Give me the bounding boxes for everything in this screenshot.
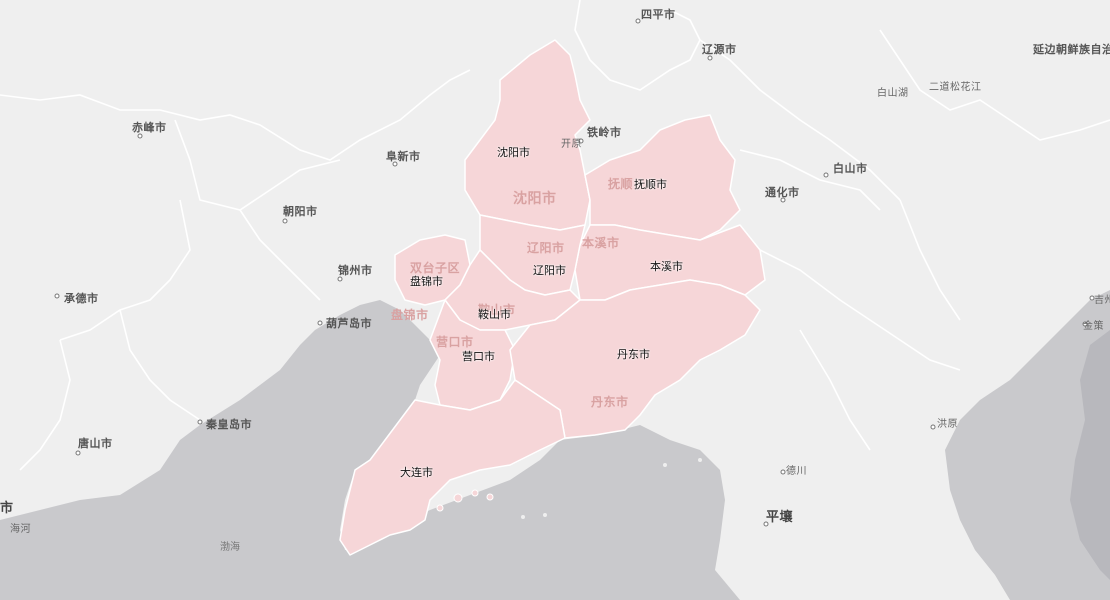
region-dalian (339, 379, 566, 556)
label-jinzhou: 锦州市 (338, 264, 373, 277)
region-label-liaoyang[interactable]: 辽阳市 (533, 264, 566, 277)
islands (436, 489, 494, 512)
region-label-panjin[interactable]: 盘锦市 (410, 275, 443, 288)
label-kaiyuan: 开原 (561, 139, 582, 150)
label-huludao: 葫芦岛市 (326, 317, 372, 330)
base-dots (54, 18, 1095, 527)
region-label-anshan[interactable]: 鞍山市 (478, 308, 511, 321)
region-yingkou (429, 299, 516, 411)
faded-label-yingkou: 营口市 (436, 335, 474, 349)
faded-label-shenyang: 沈阳市 (513, 191, 557, 207)
label-pyongyang: 平壤 (766, 510, 794, 525)
region-shenyang (464, 39, 591, 231)
label-tieling: 铁岭市 (587, 126, 622, 139)
sea-east-deep (1070, 330, 1110, 580)
label-fuxin: 阜新市 (386, 150, 421, 163)
liaoning-regions (339, 39, 766, 556)
faded-label-shuangtaizi: 双台子区 (410, 261, 461, 275)
admin-boundaries (0, 0, 1110, 471)
label-chengde: 承德市 (64, 292, 99, 305)
region-label-dandong[interactable]: 丹东市 (617, 348, 650, 361)
region-label-dalian[interactable]: 大连市 (400, 466, 433, 479)
label-chaoyang: 朝阳市 (283, 205, 318, 218)
sea-bohai (0, 300, 740, 600)
label-baishanhu: 白山湖 (877, 88, 909, 99)
label-siping: 四平市 (641, 8, 676, 21)
faded-label-dandong: 丹东市 (591, 395, 629, 409)
small-islands (521, 458, 702, 519)
label-jince: 金策 (1083, 321, 1104, 332)
label-deqin: 德川 (786, 466, 807, 477)
region-label-fushun[interactable]: 抚顺市 (634, 178, 667, 191)
faded-label-panjin: 盘锦市 (391, 308, 429, 322)
faded-label-anshan: 鞍山市 (478, 303, 516, 317)
label-yanbian: 延边朝鲜族自治 (1033, 43, 1110, 56)
label-hongyuan: 洪原 (937, 419, 958, 430)
label-baishan: 白山市 (833, 162, 868, 175)
label-haihe: 海河 (10, 524, 31, 535)
label-shi-left: 市 (0, 501, 14, 516)
region-dandong (509, 279, 761, 439)
label-qinhuangdao: 秦皇岛市 (206, 418, 252, 431)
region-label-yingkou[interactable]: 营口市 (462, 350, 495, 363)
label-tangshan: 唐山市 (78, 437, 113, 450)
label-chifeng: 赤峰市 (132, 121, 167, 134)
label-liaoyuan: 辽源市 (702, 43, 737, 56)
sea-east (945, 290, 1110, 600)
region-label-benxi[interactable]: 本溪市 (650, 260, 683, 273)
faded-label-fushun: 抚顺 (608, 177, 634, 191)
label-tonghua: 通化市 (765, 186, 800, 199)
label-bohai: 渤海 (220, 542, 240, 553)
label-erdao: 二道松花江 (929, 82, 982, 93)
region-label-shenyang[interactable]: 沈阳市 (497, 146, 530, 159)
faded-label-benxi: 本溪市 (582, 236, 620, 250)
faded-label-liaoyang: 辽阳市 (527, 241, 565, 255)
label-jizhou: 吉州 (1094, 295, 1110, 306)
